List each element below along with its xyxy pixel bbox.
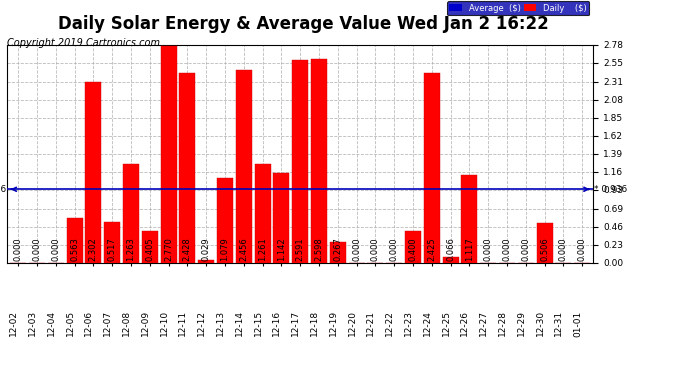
Text: 1.142: 1.142 [277, 238, 286, 261]
Legend: Average  ($), Daily    ($): Average ($), Daily ($) [447, 2, 589, 15]
Text: 0.000: 0.000 [51, 238, 60, 261]
Bar [217, 178, 233, 262]
Bar [462, 175, 477, 262]
Text: 0.405: 0.405 [146, 238, 155, 261]
Text: 2.428: 2.428 [183, 238, 192, 261]
Text: 12-26: 12-26 [460, 310, 469, 336]
Text: 1.079: 1.079 [221, 238, 230, 261]
Text: 01-01: 01-01 [573, 310, 582, 337]
Text: 0.000: 0.000 [352, 238, 361, 261]
Bar [179, 72, 195, 262]
Text: 0.000: 0.000 [559, 238, 568, 261]
Text: 0.066: 0.066 [446, 237, 455, 261]
Text: 0.000: 0.000 [578, 238, 586, 261]
Text: 12-30: 12-30 [535, 310, 544, 336]
Text: 12-03: 12-03 [28, 310, 37, 336]
Text: 0.517: 0.517 [108, 238, 117, 261]
Text: 12-06: 12-06 [84, 310, 93, 336]
Text: 12-04: 12-04 [47, 310, 56, 336]
Bar [292, 60, 308, 262]
Text: 12-08: 12-08 [122, 310, 131, 336]
Text: 12-27: 12-27 [479, 310, 488, 336]
Bar [255, 164, 270, 262]
Text: 2.770: 2.770 [164, 237, 173, 261]
Text: 2.598: 2.598 [315, 238, 324, 261]
Text: 0.000: 0.000 [32, 238, 41, 261]
Text: 12-31: 12-31 [554, 310, 563, 336]
Text: 1.263: 1.263 [126, 237, 135, 261]
Text: 12-14: 12-14 [235, 310, 244, 336]
Text: 1.261: 1.261 [258, 238, 267, 261]
Text: 12-25: 12-25 [442, 310, 451, 336]
Text: Daily Solar Energy & Average Value Wed Jan 2 16:22: Daily Solar Energy & Average Value Wed J… [58, 15, 549, 33]
Text: 2.591: 2.591 [295, 238, 305, 261]
Bar [537, 223, 553, 262]
Bar [424, 73, 440, 262]
Text: 0.000: 0.000 [484, 238, 493, 261]
Text: 0.000: 0.000 [371, 238, 380, 261]
Bar [104, 222, 120, 262]
Text: 2.302: 2.302 [89, 238, 98, 261]
Text: * 0.936: * 0.936 [0, 185, 6, 194]
Text: 12-22: 12-22 [385, 310, 394, 336]
Text: 12-23: 12-23 [404, 310, 413, 336]
Text: 2.425: 2.425 [427, 238, 436, 261]
Text: 12-28: 12-28 [498, 310, 507, 336]
Text: 0.267: 0.267 [333, 237, 342, 261]
Bar [141, 231, 158, 262]
Text: 12-29: 12-29 [517, 310, 526, 336]
Text: 12-18: 12-18 [310, 310, 319, 336]
Bar [330, 242, 346, 262]
Text: 12-09: 12-09 [141, 310, 150, 336]
Bar [236, 70, 252, 262]
Text: 2.456: 2.456 [239, 238, 248, 261]
Text: 12-20: 12-20 [348, 310, 357, 336]
Text: 0.029: 0.029 [201, 238, 210, 261]
Text: 12-24: 12-24 [423, 310, 432, 336]
Text: 12-02: 12-02 [9, 310, 18, 336]
Bar [405, 231, 421, 262]
Text: 0.563: 0.563 [70, 237, 79, 261]
Text: 12-19: 12-19 [328, 310, 337, 336]
Bar [123, 164, 139, 262]
Text: 0.000: 0.000 [14, 238, 23, 261]
Text: * 0.936: * 0.936 [594, 185, 627, 194]
Text: 12-15: 12-15 [253, 310, 263, 336]
Bar [161, 46, 177, 262]
Text: 12-11: 12-11 [178, 310, 188, 336]
Text: 12-13: 12-13 [216, 310, 225, 336]
Text: 12-05: 12-05 [66, 310, 75, 336]
Text: 12-12: 12-12 [197, 310, 206, 336]
Text: 0.400: 0.400 [408, 238, 417, 261]
Bar [273, 173, 289, 262]
Text: 1.117: 1.117 [465, 238, 474, 261]
Text: 12-07: 12-07 [104, 310, 112, 336]
Text: Copyright 2019 Cartronics.com: Copyright 2019 Cartronics.com [7, 38, 160, 48]
Text: 12-16: 12-16 [273, 310, 282, 336]
Text: 12-17: 12-17 [291, 310, 300, 336]
Text: 0.000: 0.000 [521, 238, 530, 261]
Text: 0.506: 0.506 [540, 238, 549, 261]
Bar [198, 260, 214, 262]
Text: 12-21: 12-21 [366, 310, 375, 336]
Bar [311, 59, 327, 262]
Bar [86, 82, 101, 262]
Bar [442, 257, 459, 262]
Text: 0.000: 0.000 [502, 238, 511, 261]
Bar [66, 219, 83, 262]
Text: 0.000: 0.000 [390, 238, 399, 261]
Text: 12-10: 12-10 [159, 310, 168, 336]
